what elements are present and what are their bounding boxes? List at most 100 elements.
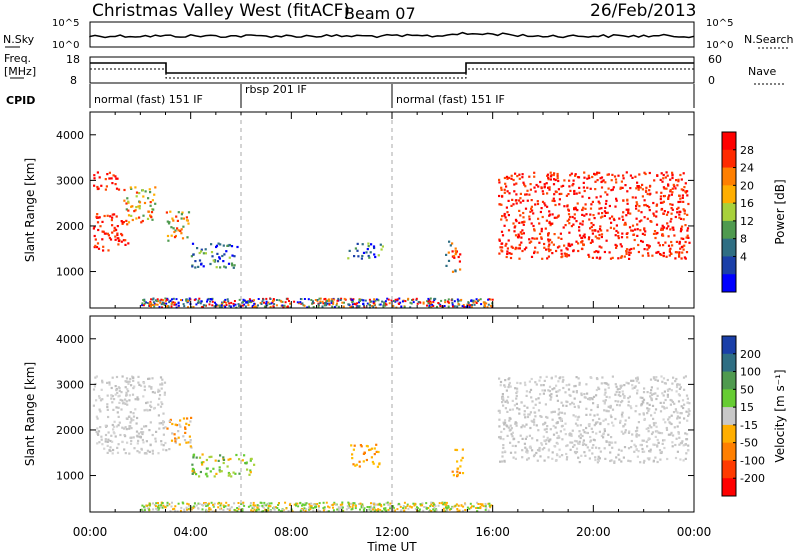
data-cell [519,382,522,385]
data-cell [354,464,357,467]
data-cell [185,298,188,301]
data-cell [217,459,220,462]
data-cell [223,301,226,303]
colorbar-tick-label: 15 [740,401,754,414]
data-cell [531,437,534,440]
data-cell [354,507,357,510]
data-cell [128,399,131,402]
data-cell [522,199,525,202]
data-cell [101,443,104,446]
data-cell [603,210,606,213]
data-cell [461,305,464,308]
data-cell [430,503,433,506]
data-cell [591,446,594,449]
data-cell [162,412,165,415]
data-cell [136,416,139,420]
colorbar-frame [721,335,737,497]
data-cell [626,199,629,202]
data-cell [238,305,241,307]
data-cell [671,171,674,174]
data-cell [219,508,222,511]
data-cell [224,305,227,308]
data-cell [608,251,611,254]
data-cell [479,503,482,506]
data-cell [94,244,97,247]
data-cell [543,439,546,442]
data-cell [381,300,384,303]
data-cell [451,301,454,304]
data-cell [434,505,437,508]
data-cell [620,449,623,452]
data-cell [525,423,528,426]
data-cell [370,300,373,303]
data-cell [639,461,642,464]
data-cell [573,189,576,193]
data-cell [381,245,384,248]
data-cell [341,510,344,513]
cpid-label: CPID [6,94,35,107]
data-cell [581,195,584,198]
data-cell [645,440,648,443]
data-cell [523,183,526,186]
data-cell [682,248,685,251]
data-cell [501,195,504,198]
data-cell [247,300,250,303]
data-cell [540,186,543,189]
data-cell [560,249,563,252]
data-cell [328,506,331,509]
data-cell [549,248,552,252]
data-cell [331,504,334,506]
data-cell [370,447,374,450]
data-cell [613,227,616,230]
data-cell [383,301,386,304]
data-cell [505,242,508,245]
data-cell [615,199,618,202]
data-cell [662,439,665,442]
data-cell [117,424,120,427]
data-cell [656,460,659,464]
data-cell [624,223,627,226]
data-cell [115,425,118,428]
data-cell [332,302,335,305]
data-cell [532,212,535,215]
data-cell [501,451,504,454]
data-cell [597,251,600,254]
data-cell [521,424,524,427]
data-cell [93,385,96,388]
data-cell [536,251,539,254]
data-cell [106,394,109,397]
data-cell [111,376,114,379]
data-cell [447,259,451,262]
data-cell [148,305,151,307]
data-cell [664,421,667,424]
data-cell [585,413,588,416]
data-cell [647,438,650,441]
data-cell [113,213,116,216]
data-cell [339,299,342,301]
data-cell [104,178,107,181]
data-cell [126,223,129,226]
data-cell [227,504,230,507]
data-cell [374,508,377,511]
data-cell [533,237,536,240]
data-cell [666,222,669,225]
data-cell [146,401,149,404]
data-cell [426,507,428,510]
data-cell [194,266,197,269]
data-cell [678,436,681,439]
data-cell [120,240,123,243]
data-cell [667,244,671,247]
data-cell [341,506,344,509]
data-cell [606,229,609,232]
data-cell [678,383,681,386]
data-cell [362,299,365,302]
data-cell [120,408,123,411]
data-cell [192,456,195,459]
data-cell [627,212,630,215]
data-cell [360,257,363,260]
data-cell [409,306,412,309]
data-cell [195,303,198,306]
data-cell [451,250,454,253]
data-cell [520,232,523,235]
data-cell [110,219,113,222]
